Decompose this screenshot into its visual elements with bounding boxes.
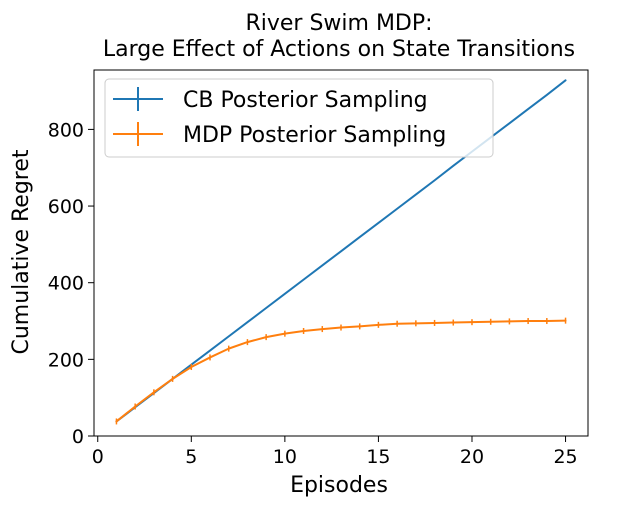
y-axis-title: Cumulative Regret	[9, 149, 34, 354]
legend-label-mdp: MDP Posterior Sampling	[183, 123, 446, 148]
x-tick-label: 25	[553, 446, 577, 468]
x-tick-label: 0	[92, 446, 104, 468]
x-tick-label: 10	[273, 446, 297, 468]
y-tick-label: 200	[48, 349, 84, 371]
y-tick-label: 800	[48, 119, 84, 141]
y-tick-label: 0	[72, 426, 84, 448]
chart-title-line-1: River Swim MDP:	[245, 11, 432, 36]
x-tick-label: 15	[366, 446, 390, 468]
legend-box	[104, 78, 494, 158]
chart-title-line-2: Large Effect of Actions on State Transit…	[103, 37, 575, 62]
x-tick-label: 20	[460, 446, 484, 468]
y-tick-label: 600	[48, 196, 84, 218]
y-axis: 0 200 400 600 800	[48, 119, 94, 448]
x-axis-title: Episodes	[290, 473, 388, 498]
legend: CB Posterior Sampling MDP Posterior Samp…	[104, 78, 494, 158]
legend-label-cb: CB Posterior Sampling	[183, 88, 428, 113]
x-tick-label: 5	[185, 446, 197, 468]
y-tick-label: 400	[48, 273, 84, 295]
x-axis: 0 5 10 15 20 25	[92, 436, 578, 468]
